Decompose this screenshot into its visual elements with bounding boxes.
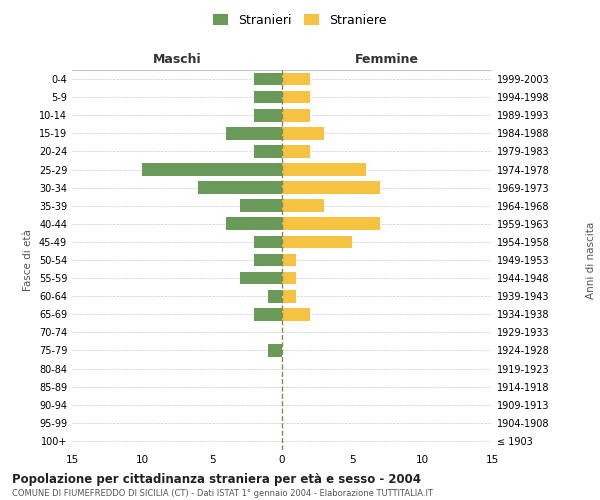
- Legend: Stranieri, Straniere: Stranieri, Straniere: [211, 11, 389, 29]
- Bar: [282, 145, 310, 158]
- Bar: [282, 127, 324, 140]
- Bar: [226, 218, 282, 230]
- Text: Maschi: Maschi: [152, 53, 202, 66]
- Bar: [282, 308, 310, 320]
- Bar: [282, 200, 324, 212]
- Bar: [240, 272, 282, 284]
- Bar: [282, 218, 380, 230]
- Bar: [268, 344, 282, 357]
- Bar: [254, 91, 282, 104]
- Bar: [282, 272, 296, 284]
- Bar: [240, 200, 282, 212]
- Bar: [198, 182, 282, 194]
- Bar: [282, 91, 310, 104]
- Bar: [142, 163, 282, 176]
- Bar: [254, 254, 282, 266]
- Bar: [282, 236, 352, 248]
- Text: Popolazione per cittadinanza straniera per età e sesso - 2004: Popolazione per cittadinanza straniera p…: [12, 472, 421, 486]
- Y-axis label: Anni di nascita: Anni di nascita: [586, 222, 596, 298]
- Text: Femmine: Femmine: [355, 53, 419, 66]
- Bar: [254, 109, 282, 122]
- Bar: [282, 163, 366, 176]
- Bar: [282, 182, 380, 194]
- Bar: [268, 290, 282, 302]
- Bar: [282, 290, 296, 302]
- Bar: [282, 72, 310, 86]
- Bar: [254, 308, 282, 320]
- Bar: [254, 72, 282, 86]
- Text: COMUNE DI FIUMEFREDDO DI SICILIA (CT) - Dati ISTAT 1° gennaio 2004 - Elaborazion: COMUNE DI FIUMEFREDDO DI SICILIA (CT) - …: [12, 489, 433, 498]
- Bar: [226, 127, 282, 140]
- Bar: [282, 109, 310, 122]
- Bar: [254, 145, 282, 158]
- Bar: [254, 236, 282, 248]
- Y-axis label: Fasce di età: Fasce di età: [23, 229, 33, 291]
- Bar: [282, 254, 296, 266]
